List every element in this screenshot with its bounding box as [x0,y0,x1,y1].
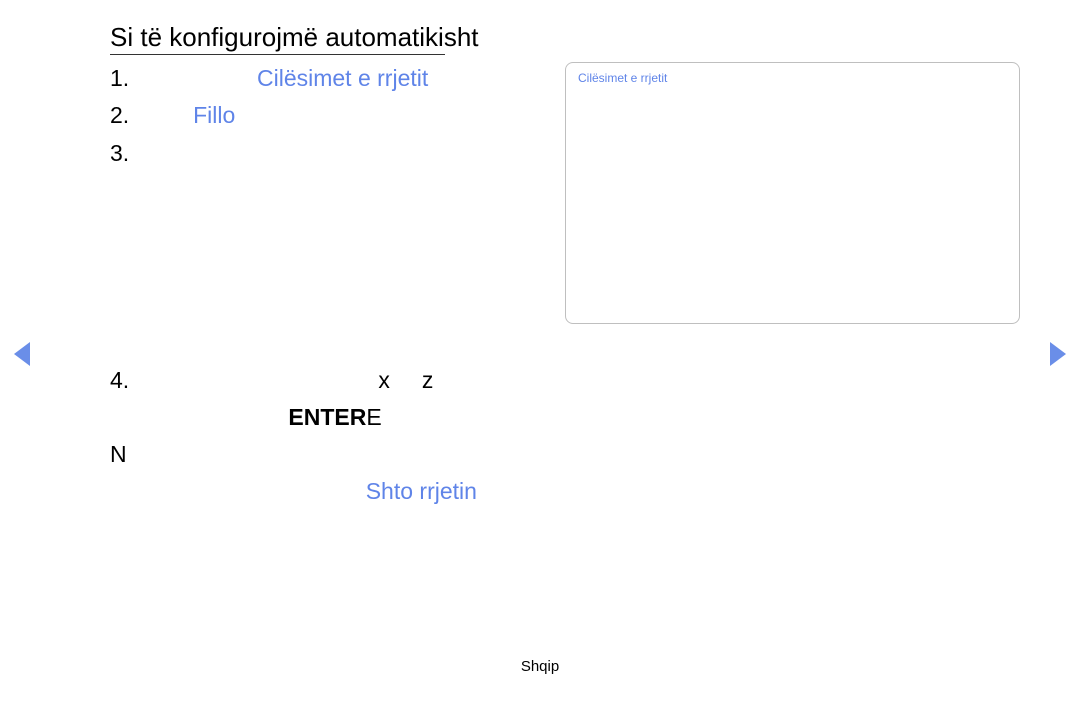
title-underline [110,54,445,55]
nav-prev-icon[interactable] [14,342,30,366]
note-line2:  Shto rrjetin [174,473,477,509]
link-add-network[interactable]: Shto rrjetin [366,478,477,504]
panel-title: Cilësimet e rrjetit [578,71,1007,85]
step-2: 2.  Fillo [110,97,235,133]
link-start[interactable]: Fillo [193,102,235,128]
enter-key-label: ENTER [288,404,366,430]
step-1: 1.  Cilësimet e rrjetit [110,60,428,96]
note-line: N  [110,436,133,472]
nav-next-icon[interactable] [1050,342,1066,366]
settings-panel: Cilësimet e rrjetit [565,62,1020,324]
step-4: 4.  x  z  [110,362,440,398]
step-3: 3.  [110,135,142,171]
link-network-settings[interactable]: Cilësimet e rrjetit [257,65,428,91]
step-4-line2:  ENTERE  [135,399,401,435]
page-title: Si të konfigurojmë automatikisht [110,22,479,53]
footer-language: Shqip [0,658,1080,675]
